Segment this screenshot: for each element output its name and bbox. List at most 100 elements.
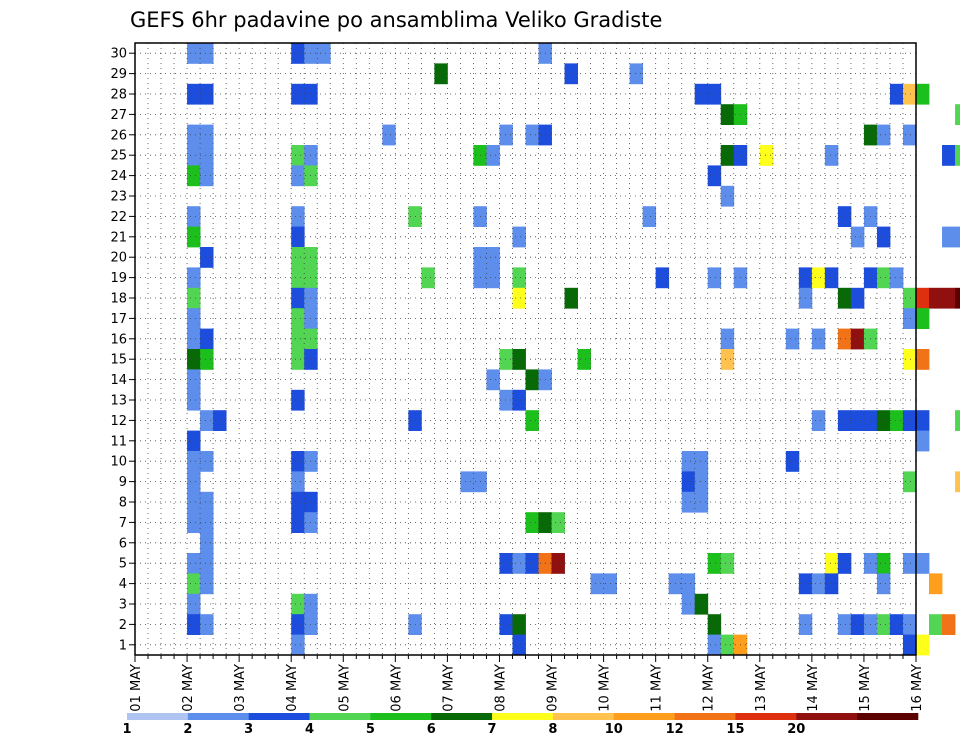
y-tick-label: 21 <box>110 230 127 245</box>
heatmap-cell <box>187 328 201 350</box>
colorbar-label: 20 <box>787 722 805 737</box>
y-tick-label: 15 <box>110 353 127 368</box>
heatmap-cell <box>187 553 201 574</box>
heatmap-cell <box>876 573 891 595</box>
heatmap-cell <box>824 573 839 595</box>
heatmap-cell <box>720 104 735 125</box>
y-axis: 1234567891011121314151617181920212223242… <box>110 47 135 653</box>
heatmap-cell <box>850 226 865 248</box>
heatmap-cell <box>382 124 396 146</box>
colorbar-label: 3 <box>244 722 253 737</box>
heatmap-cell <box>902 83 917 105</box>
heatmap-cell <box>681 491 696 513</box>
heatmap-cell <box>200 124 214 146</box>
heatmap-cell <box>512 349 526 370</box>
heatmap-cell <box>525 410 539 431</box>
heatmap-cell <box>837 206 852 227</box>
heatmap-cell <box>837 328 852 350</box>
heatmap-cell <box>876 553 891 574</box>
heatmap-cell <box>187 614 201 635</box>
y-tick-label: 3 <box>119 598 127 613</box>
heatmap-cell <box>200 410 214 431</box>
x-tick-label: 11 MAY <box>650 664 665 712</box>
heatmap-cell <box>187 165 201 187</box>
heatmap-cell <box>785 451 800 472</box>
heatmap-cell <box>955 145 960 166</box>
colorbar-swatch <box>552 713 615 720</box>
colorbar-label: 12 <box>666 722 684 737</box>
heatmap-cell <box>837 614 852 635</box>
heatmap-cell <box>499 553 513 574</box>
grid-lines <box>135 43 916 655</box>
heatmap-cell <box>512 389 526 411</box>
x-tick-label: 06 MAY <box>389 664 404 712</box>
heatmap-cell <box>512 226 526 248</box>
x-tick-label: 16 MAY <box>910 664 925 712</box>
heatmap-cell <box>916 308 930 329</box>
heatmap-cell <box>707 553 722 574</box>
y-tick-label: 5 <box>119 557 127 572</box>
heatmap-cell <box>681 573 696 595</box>
heatmap-cell <box>486 267 500 289</box>
x-tick-label: 05 MAY <box>337 664 352 712</box>
heatmap-cell <box>707 634 722 656</box>
y-tick-label: 29 <box>110 67 127 82</box>
heatmap-cell <box>525 369 539 391</box>
heatmap-cell <box>200 328 214 350</box>
heatmap-cell <box>902 634 917 656</box>
heatmap-cell <box>955 410 960 431</box>
y-tick-label: 19 <box>110 271 127 286</box>
colorbar-swatch <box>127 713 189 720</box>
heatmap-cell <box>460 471 474 493</box>
heatmap-cell <box>291 389 305 411</box>
y-tick-label: 27 <box>110 108 127 123</box>
heatmap-cell <box>512 614 526 635</box>
heatmap-cell <box>707 165 722 187</box>
y-tick-label: 26 <box>110 128 127 143</box>
heatmap-cell <box>187 512 201 533</box>
colorbar-label: 2 <box>183 722 192 737</box>
heatmap-cell <box>811 573 826 595</box>
heatmap-cell <box>291 634 305 656</box>
colorbar-label: 6 <box>427 722 436 737</box>
heatmap-cell <box>850 328 865 350</box>
y-tick-label: 14 <box>110 373 127 388</box>
heatmap-cell <box>824 553 839 574</box>
heatmap-cell <box>551 512 565 533</box>
heatmap-cell <box>200 349 214 370</box>
heatmap-cell <box>187 145 201 166</box>
y-tick-label: 30 <box>110 47 127 62</box>
heatmap-cells <box>187 43 960 656</box>
y-tick-label: 20 <box>110 251 127 266</box>
heatmap-cell <box>929 614 943 635</box>
heatmap-cell <box>590 573 604 595</box>
colorbar-swatch <box>674 713 736 720</box>
y-tick-label: 4 <box>119 577 127 592</box>
y-tick-label: 25 <box>110 149 127 164</box>
heatmap-cell <box>486 145 500 166</box>
heatmap-cell <box>291 328 305 350</box>
heatmap-cell <box>759 145 774 166</box>
heatmap-cell <box>499 389 513 411</box>
heatmap-cell <box>291 512 305 533</box>
heatmap-cell <box>902 308 917 329</box>
y-tick-label: 17 <box>110 312 127 327</box>
heatmap-cell <box>187 451 201 472</box>
heatmap-cell <box>213 410 227 431</box>
x-tick-label: 12 MAY <box>702 664 717 712</box>
y-tick-label: 18 <box>110 292 127 307</box>
heatmap-cell <box>889 267 904 289</box>
y-tick-label: 8 <box>119 496 127 511</box>
x-tick-label: 15 MAY <box>858 664 873 712</box>
heatmap-cell <box>902 287 917 309</box>
heatmap-cell <box>876 614 891 635</box>
heatmap-cell <box>889 614 904 635</box>
heatmap-cell <box>434 63 448 85</box>
colorbar-swatch <box>431 713 493 720</box>
heatmap-cell <box>291 145 305 166</box>
heatmap-cell <box>902 553 917 574</box>
heatmap-cell <box>837 287 852 309</box>
heatmap-cell <box>929 573 943 595</box>
heatmap-cell <box>811 410 826 431</box>
